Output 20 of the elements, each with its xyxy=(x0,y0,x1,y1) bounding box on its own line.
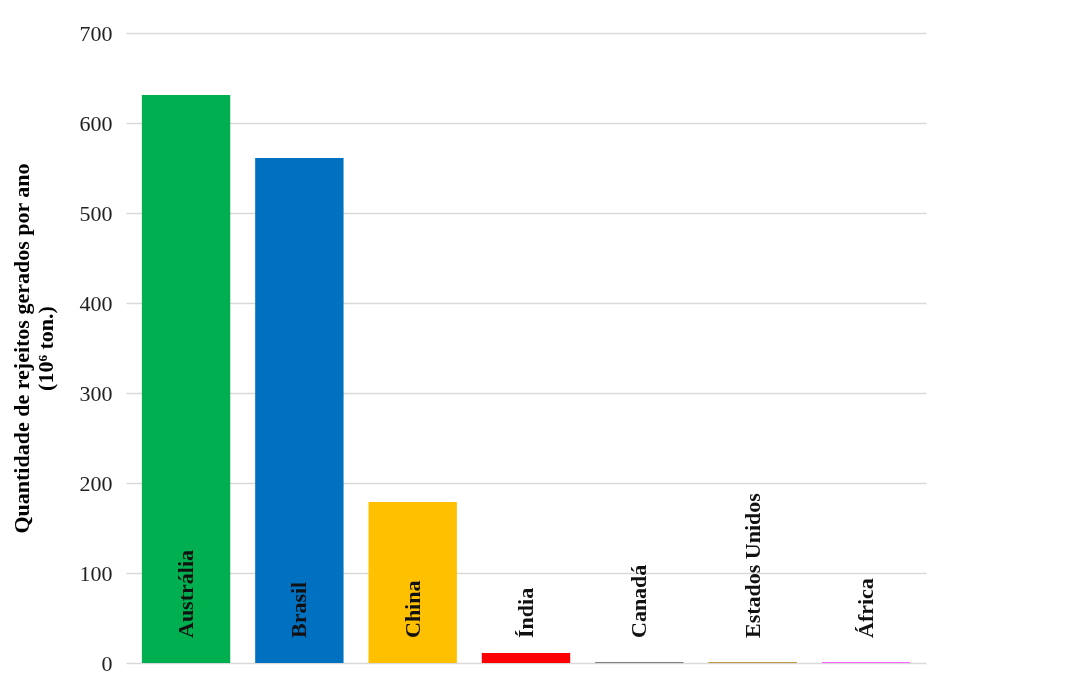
x-tick-label: África xyxy=(852,578,878,638)
y-tick-label: 200 xyxy=(79,470,113,496)
y-tick-label: 100 xyxy=(79,560,113,586)
x-tick-label: Estados Unidos xyxy=(739,492,765,638)
bar xyxy=(481,653,571,663)
y-tick-label: 0 xyxy=(101,650,113,676)
x-tick-label: Canadá xyxy=(626,564,652,638)
bar xyxy=(368,501,457,663)
x-tick-label: China xyxy=(399,580,425,638)
y-tick-label: 300 xyxy=(79,380,113,406)
y-tick-label: 700 xyxy=(79,20,113,46)
x-tick-label: Brasil xyxy=(286,581,312,638)
x-tick-label: Austrália xyxy=(173,550,199,638)
y-axis-title: Quantidade de rejeitos gerados por ano (10⁶ ton.) xyxy=(8,163,58,534)
y-tick-label: 400 xyxy=(79,290,113,316)
y-tick-label: 500 xyxy=(79,200,113,226)
y-tick-label: 600 xyxy=(79,110,113,136)
x-tick-label: Índia xyxy=(513,587,538,638)
bar xyxy=(255,158,344,663)
bar xyxy=(141,95,231,663)
